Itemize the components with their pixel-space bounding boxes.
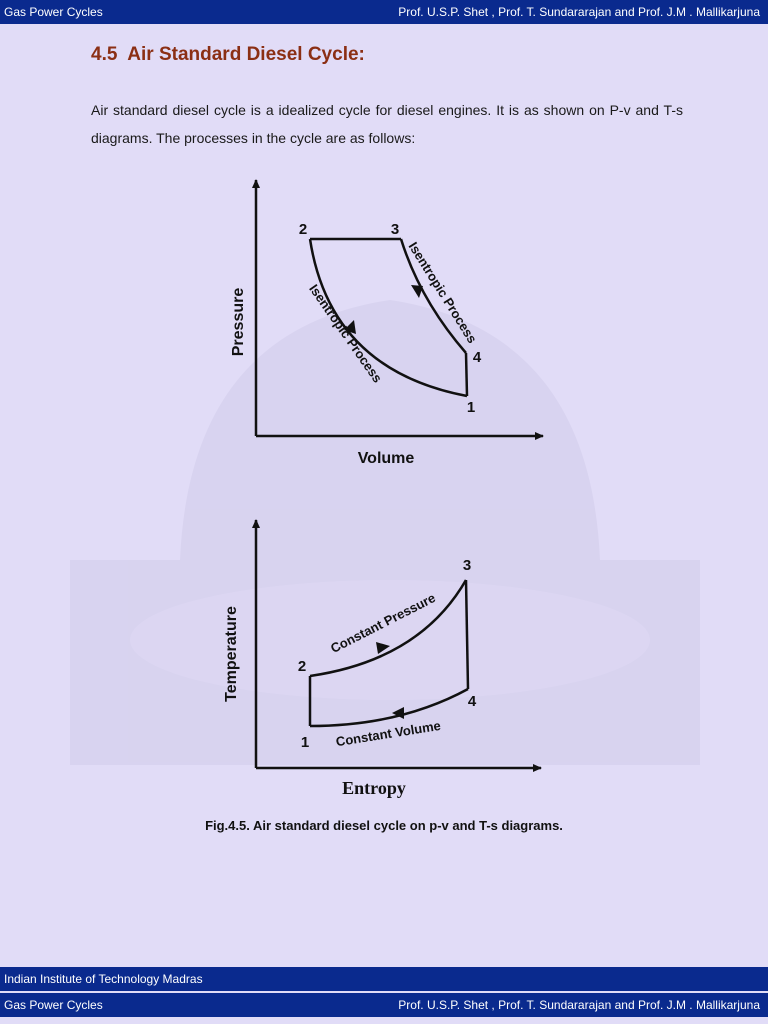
footer-institution: Indian Institute of Technology Madras [4,972,203,986]
footer-institution-bar: Indian Institute of Technology Madras [0,967,768,991]
ts-point-4: 4 [468,693,477,710]
ts-diagram [252,519,542,772]
section-title: Air Standard Diesel Cycle: [127,44,365,65]
pv-process-1-2 [308,238,468,398]
header-authors: Prof. U.S.P. Shet , Prof. T. Sundararaja… [398,5,760,19]
pv-y-label: Pressure [230,288,247,357]
pv-process-3-4 [399,238,467,354]
pv-point-1: 1 [467,399,475,416]
pv-diagram [252,179,544,440]
section-heading: 4.5 Air Standard Diesel Cycle: [91,44,365,66]
header-bar: Gas Power Cycles Prof. U.S.P. Shet , Pro… [0,0,768,24]
pv-point-2: 2 [299,221,307,238]
pv-arrow-compression [344,320,356,334]
pv-process-4-1 [464,352,469,397]
ts-x-label: Entropy [342,778,406,798]
ts-process-4-1 [309,687,469,728]
ts-arrow-heat-addition [376,642,390,654]
background-watermark [70,300,700,765]
ts-point-3: 3 [463,557,471,574]
ts-process-3-4 [464,579,470,690]
pv-point-3: 3 [391,221,399,238]
ts-point-2: 2 [298,658,306,675]
ts-point-1: 1 [301,734,309,751]
pv-x-label: Volume [358,450,415,467]
section-number: 4.5 [91,44,118,65]
pv-point-4: 4 [473,349,482,366]
ts-y-label: Temperature [223,606,240,702]
footer-course: Gas Power Cycles [4,998,103,1012]
header-course: Gas Power Cycles [4,5,103,19]
figure-caption: Fig.4.5. Air standard diesel cycle on p-… [205,818,563,833]
intro-paragraph: Air standard diesel cycle is a idealized… [91,102,683,146]
pv-arrow-expansion [411,285,423,298]
footer-bar: Gas Power Cycles Prof. U.S.P. Shet , Pro… [0,993,768,1017]
ts-arrow-heat-rejection [392,707,404,719]
ts-process-2-3 [309,579,468,678]
footer-authors: Prof. U.S.P. Shet , Prof. T. Sundararaja… [398,998,760,1012]
